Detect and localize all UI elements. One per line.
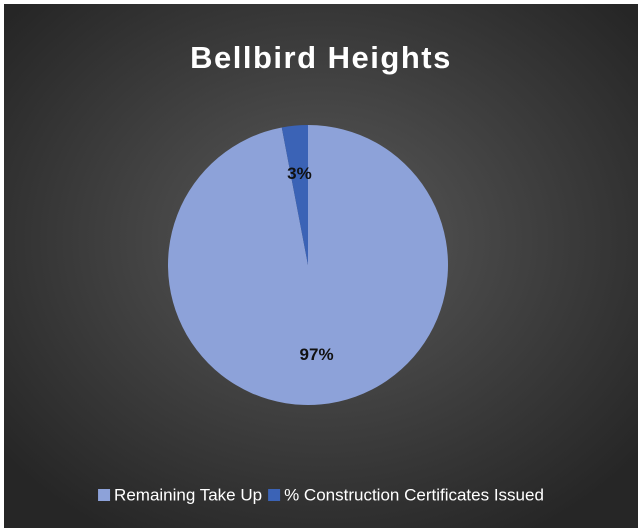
legend-swatch: [268, 489, 281, 501]
legend-swatch: [98, 489, 111, 501]
chart-title: Bellbird Heights: [190, 40, 452, 75]
pie-slice: [281, 125, 308, 265]
legend-label: % Construction Certificates Issued: [284, 485, 544, 504]
data-label: 97%: [300, 345, 334, 364]
legend-label: Remaining Take Up: [114, 485, 262, 504]
data-label: 3%: [287, 164, 312, 183]
